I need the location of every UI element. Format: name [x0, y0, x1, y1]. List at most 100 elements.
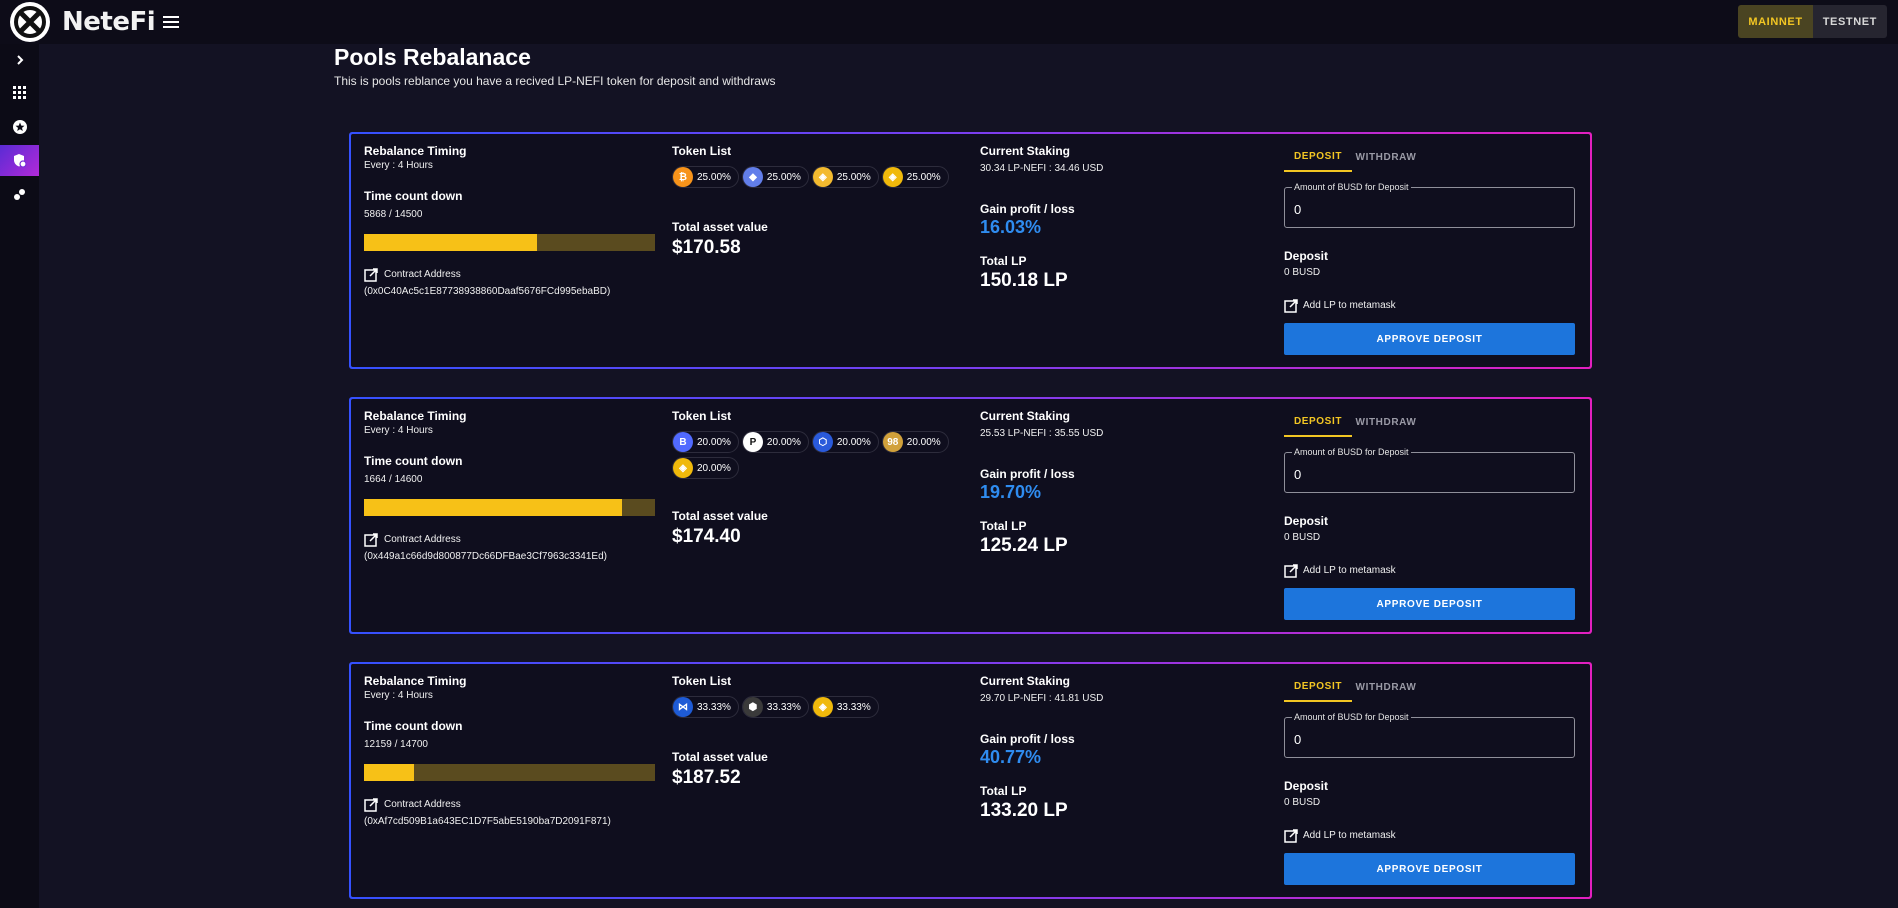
- token-list: ₿ 25.00% ◆ 25.00% ◈ 25.00% ◈ 25.00%: [672, 166, 972, 188]
- gain-profit-loss-value: 19.70%: [980, 482, 1042, 502]
- deposit-amount-input[interactable]: [1285, 453, 1574, 492]
- current-staking-label: Current Staking: [980, 144, 1071, 158]
- ethereum-icon: ◆: [742, 167, 763, 187]
- token-chip: B 20.00%: [672, 431, 739, 453]
- total-lp-value: 150.18 LP: [980, 270, 1068, 291]
- band-icon: B: [673, 432, 693, 452]
- rebalance-timing-label: Rebalance Timing: [364, 674, 467, 688]
- deposit-withdraw-tabs: DEPOSIT WITHDRAW: [1284, 142, 1420, 172]
- token-percentage: 33.33%: [766, 701, 801, 713]
- external-link-icon[interactable]: [1284, 299, 1298, 313]
- contract-address-value[interactable]: (0xAf7cd509B1a643EC1D7F5abE5190ba7D2091F…: [364, 816, 611, 827]
- app-logo[interactable]: NeteFi: [10, 2, 156, 42]
- top-bar: NeteFi MAINNET TESTNET: [0, 0, 1898, 44]
- contract-address-label[interactable]: Contract Address: [384, 799, 461, 810]
- token-percentage: 33.33%: [836, 701, 871, 713]
- countdown-value: 5868 / 14500: [364, 209, 423, 220]
- token-chip: ◈ 25.00%: [811, 166, 879, 188]
- tab-deposit[interactable]: DEPOSIT: [1284, 672, 1352, 702]
- polkadot-icon: P: [742, 432, 763, 452]
- approve-deposit-button[interactable]: APPROVE DEPOSIT: [1284, 588, 1575, 620]
- pool-card-3: Rebalance Timing Every : 4 Hours Time co…: [349, 662, 1592, 899]
- total-asset-value-label: Total asset value: [672, 750, 768, 764]
- add-lp-to-metamask-link[interactable]: Add LP to metamask: [1303, 300, 1396, 311]
- add-lp-to-metamask-link[interactable]: Add LP to metamask: [1303, 830, 1396, 841]
- deposit-withdraw-tabs: DEPOSIT WITHDRAW: [1284, 672, 1420, 702]
- contract-address-value[interactable]: (0x0C40Ac5c1E87738938860Daaf5676FCd995eb…: [364, 286, 611, 297]
- busd-icon: ◈: [812, 697, 833, 717]
- token-percentage: 33.33%: [697, 701, 731, 713]
- total-lp-value: 133.20 LP: [980, 800, 1068, 821]
- hamburger-menu-icon[interactable]: [163, 16, 180, 28]
- tab-deposit[interactable]: DEPOSIT: [1284, 407, 1352, 437]
- countdown-progress-bar: [364, 499, 655, 516]
- deposit-amount-input[interactable]: [1285, 718, 1574, 757]
- add-lp-to-metamask-link[interactable]: Add LP to metamask: [1303, 565, 1396, 576]
- network-toggle: MAINNET TESTNET: [1738, 5, 1887, 38]
- sidebar-expand-chevron-right-icon[interactable]: [0, 44, 39, 75]
- deposit-amount-field[interactable]: Amount of BUSD for Deposit: [1284, 447, 1575, 493]
- time-count-down-label: Time count down: [364, 189, 463, 203]
- deposit-amount-input[interactable]: [1285, 188, 1574, 227]
- rebalance-timing-label: Rebalance Timing: [364, 144, 467, 158]
- total-asset-value: $187.52: [672, 767, 741, 788]
- token-chip: P 20.00%: [741, 431, 809, 453]
- total-lp-label: Total LP: [980, 784, 1027, 798]
- contract-address-value[interactable]: (0x449a1c66d9d800877Dc66DFBae3Cf7963c334…: [364, 551, 607, 562]
- token-percentage: 25.00%: [906, 171, 941, 183]
- testnet-button[interactable]: TESTNET: [1812, 5, 1887, 38]
- tab-deposit[interactable]: DEPOSIT: [1284, 142, 1352, 172]
- deposit-amount-field[interactable]: Amount of BUSD for Deposit: [1284, 182, 1575, 228]
- tab-withdraw[interactable]: WITHDRAW: [1355, 416, 1417, 428]
- external-link-icon[interactable]: [364, 268, 378, 282]
- countdown-progress-bar: [364, 764, 655, 781]
- gain-profit-loss-value: 40.77%: [980, 747, 1042, 767]
- token-percentage: 20.00%: [766, 436, 801, 448]
- gain-profit-loss-label: Gain profit / loss: [980, 732, 1075, 746]
- external-link-icon[interactable]: [364, 533, 378, 547]
- approve-deposit-button[interactable]: APPROVE DEPOSIT: [1284, 853, 1575, 885]
- sidebar-pools-rebalance-shield-icon[interactable]: [0, 145, 39, 176]
- pancake-icon: 98: [882, 432, 903, 452]
- cube-icon: ⬢: [742, 697, 763, 717]
- deposit-label: Deposit: [1284, 514, 1329, 528]
- total-lp-label: Total LP: [980, 519, 1027, 533]
- pool-card-2: Rebalance Timing Every : 4 Hours Time co…: [349, 397, 1592, 634]
- external-link-icon[interactable]: [1284, 829, 1298, 843]
- countdown-value: 12159 / 14700: [364, 739, 428, 750]
- tab-withdraw[interactable]: WITHDRAW: [1355, 681, 1417, 693]
- total-asset-value: $174.40: [672, 526, 741, 547]
- deposit-value: 0 BUSD: [1284, 267, 1321, 278]
- current-staking-value: 25.53 LP-NEFI : 35.55 USD: [980, 428, 1104, 439]
- token-list-label: Token List: [672, 409, 732, 423]
- deposit-amount-label: Amount of BUSD for Deposit: [1292, 182, 1411, 192]
- total-asset-value-label: Total asset value: [672, 509, 768, 523]
- countdown-value: 1664 / 14600: [364, 474, 423, 485]
- tab-withdraw[interactable]: WITHDRAW: [1355, 151, 1417, 163]
- time-count-down-label: Time count down: [364, 454, 463, 468]
- mainnet-button[interactable]: MAINNET: [1738, 5, 1813, 38]
- token-percentage: 25.00%: [766, 171, 801, 183]
- rebalance-interval: Every : 4 Hours: [364, 160, 433, 171]
- app-name: NeteFi: [62, 7, 156, 37]
- total-lp-label: Total LP: [980, 254, 1027, 268]
- rebalance-timing-label: Rebalance Timing: [364, 409, 467, 423]
- deposit-amount-field[interactable]: Amount of BUSD for Deposit: [1284, 712, 1575, 758]
- token-percentage: 20.00%: [697, 436, 731, 448]
- external-link-icon[interactable]: [1284, 564, 1298, 578]
- current-staking-label: Current Staking: [980, 674, 1071, 688]
- deposit-amount-label: Amount of BUSD for Deposit: [1292, 712, 1411, 722]
- gain-profit-loss-label: Gain profit / loss: [980, 202, 1075, 216]
- token-chip: ⬡ 20.00%: [811, 431, 879, 453]
- contract-address-label[interactable]: Contract Address: [384, 269, 461, 280]
- sidebar-star-badge-icon[interactable]: [0, 111, 39, 142]
- token-percentage: 20.00%: [836, 436, 871, 448]
- time-count-down-label: Time count down: [364, 719, 463, 733]
- sidebar-dashboard-grid-icon[interactable]: [0, 77, 39, 108]
- contract-address-label[interactable]: Contract Address: [384, 534, 461, 545]
- external-link-icon[interactable]: [364, 798, 378, 812]
- busd-icon: ◈: [882, 167, 903, 187]
- netefi-logo-icon: [10, 2, 50, 42]
- approve-deposit-button[interactable]: APPROVE DEPOSIT: [1284, 323, 1575, 355]
- sidebar-pools-icon[interactable]: [0, 179, 39, 210]
